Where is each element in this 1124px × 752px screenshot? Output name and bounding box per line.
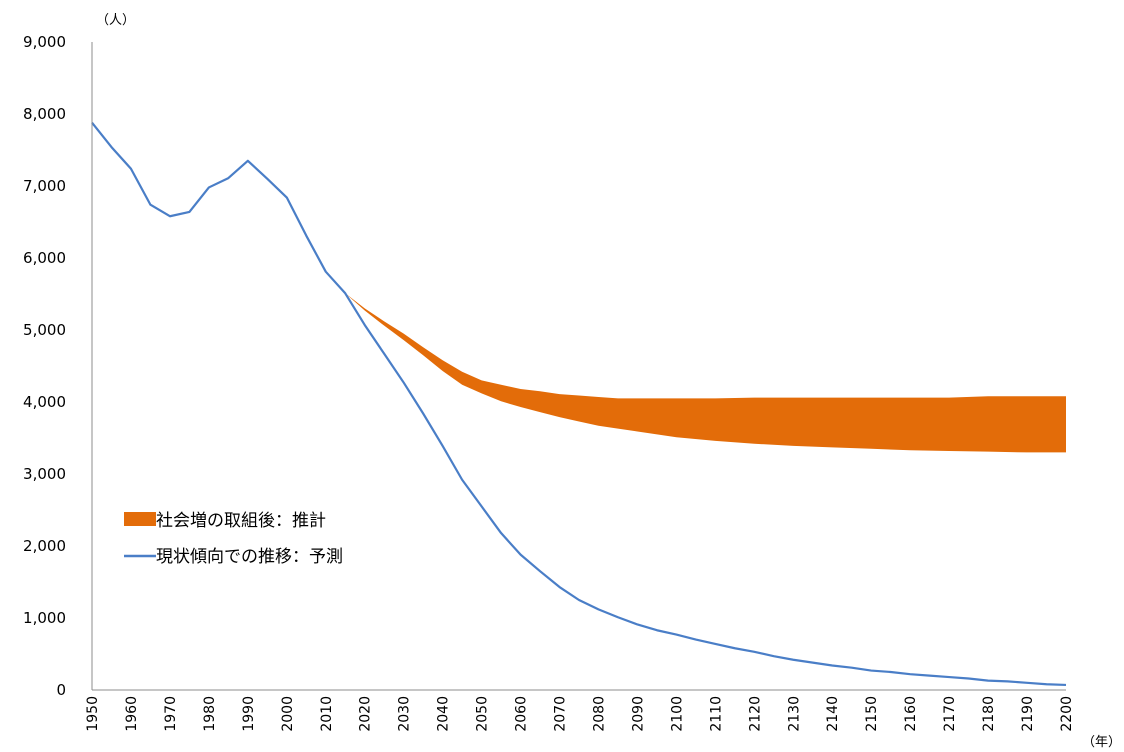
x-tick-label: 1950: [85, 696, 101, 732]
x-tick-label: 2030: [397, 696, 413, 732]
series-layer: [91, 121, 1067, 687]
x-tick-label: 2100: [669, 696, 685, 732]
legend-band-label: 社会増の取組後：推計: [156, 511, 326, 531]
x-tick-label: 2050: [475, 696, 491, 732]
x-tick-label: 1960: [124, 696, 140, 732]
x-tick-label: 2140: [825, 696, 841, 732]
x-tick-label: 2110: [708, 696, 724, 732]
legend: 社会増の取組後：推計 現状傾向での推移：予測: [124, 511, 343, 567]
x-axis-unit: （年）: [1082, 735, 1121, 750]
legend-band-swatch: [124, 512, 156, 526]
y-tick-label: 7,000: [23, 177, 66, 195]
series-band-social-increase: [345, 293, 1066, 453]
y-tick-label: 9,000: [23, 33, 66, 51]
x-tick-label: 2180: [981, 696, 997, 732]
x-tick-label: 2020: [358, 696, 374, 732]
x-tick-label: 2170: [942, 696, 958, 732]
x-tick-label: 2060: [514, 696, 530, 732]
y-tick-label: 4,000: [23, 393, 66, 411]
x-tick-label: 2130: [786, 696, 802, 732]
y-tick-label: 3,000: [23, 465, 66, 483]
x-tick-label: 2080: [591, 696, 607, 732]
y-tick-label: 0: [56, 681, 66, 699]
x-tick-label: 2200: [1059, 696, 1075, 732]
y-tick-label: 6,000: [23, 249, 66, 267]
legend-line-label: 現状傾向での推移：予測: [156, 547, 343, 567]
x-tick-label: 1990: [241, 696, 257, 732]
x-axis-ticks: 1950 1960 1970 1980 1990 2000 2010 2020 2030 2040…: [85, 696, 1075, 732]
x-tick-label: 2190: [1020, 696, 1036, 732]
x-tick-label: 1970: [163, 696, 179, 732]
x-tick-label: 2010: [319, 696, 335, 732]
x-tick-label: 2090: [630, 696, 646, 732]
x-tick-label: 2150: [864, 696, 880, 732]
y-tick-label: 1,000: [23, 609, 66, 627]
x-tick-label: 2160: [903, 696, 919, 732]
x-tick-label: 2000: [280, 696, 296, 732]
y-axis-unit: （人）: [96, 13, 135, 28]
y-tick-label: 2,000: [23, 537, 66, 555]
x-tick-label: 2040: [436, 696, 452, 732]
y-axis-ticks: 0 1,000 2,000 3,000 4,000 5,000 6,000 7,000 8,00…: [23, 33, 66, 699]
series-line-current-trend: [91, 121, 1067, 687]
y-tick-label: 8,000: [23, 105, 66, 123]
x-tick-label: 2070: [553, 696, 569, 732]
y-tick-label: 5,000: [23, 321, 66, 339]
x-tick-label: 1980: [202, 696, 218, 732]
x-tick-label: 2120: [747, 696, 763, 732]
